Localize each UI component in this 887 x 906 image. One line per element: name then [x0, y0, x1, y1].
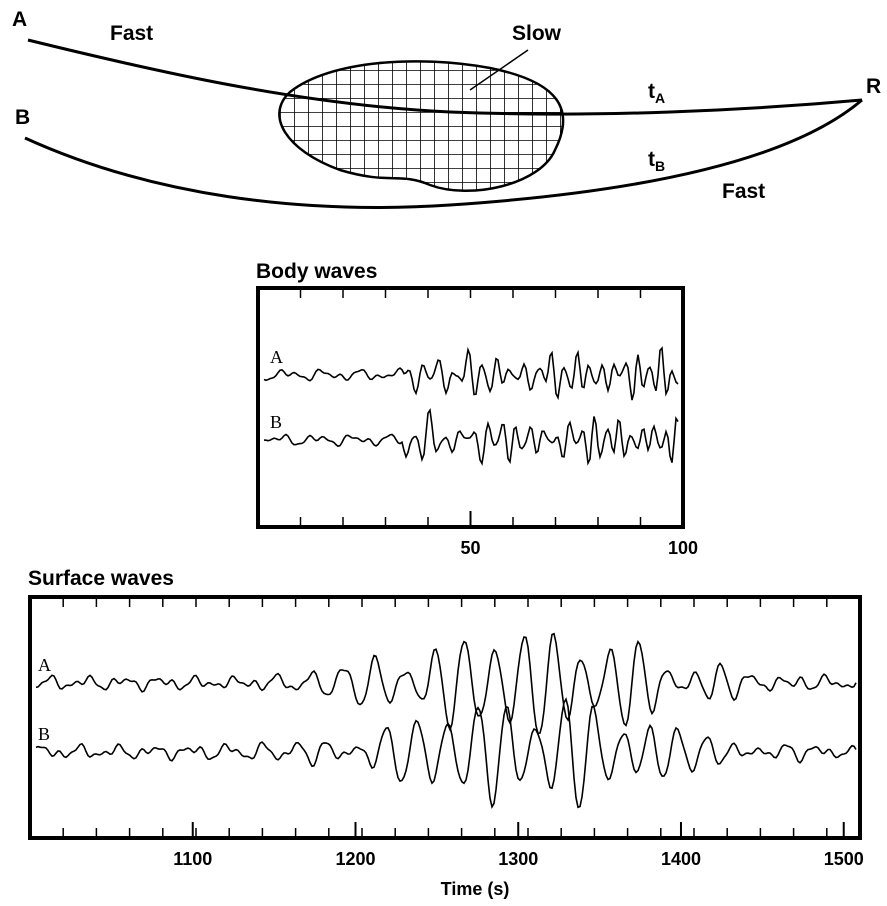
label-fast: Fast	[110, 22, 153, 45]
x-tick-label: 1500	[824, 849, 864, 869]
trace-label: A	[270, 347, 283, 367]
panel-title: Surface waves	[28, 567, 174, 590]
x-tick-label: 50	[460, 538, 480, 558]
x-tick-label: 1400	[661, 849, 701, 869]
trace-label: B	[270, 412, 282, 432]
ray-a	[27, 38, 863, 116]
frame	[256, 286, 685, 529]
frame	[28, 595, 862, 840]
waveform	[263, 346, 679, 401]
x-axis-label: Time (s)	[441, 879, 510, 899]
label-tb: tB	[648, 148, 665, 174]
waveform	[263, 407, 679, 466]
ray-b	[24, 98, 863, 209]
waveform	[35, 632, 857, 735]
sub: B	[655, 158, 665, 174]
label-r: R	[866, 75, 881, 98]
x-tick-label: 100	[668, 538, 698, 558]
trace-label: A	[38, 655, 51, 675]
t: t	[648, 148, 655, 171]
label-ta: tA	[648, 80, 665, 106]
label-a: A	[12, 8, 27, 31]
label-b: B	[15, 106, 30, 129]
sub: A	[655, 90, 665, 106]
t: t	[648, 80, 655, 103]
trace-label: B	[38, 724, 50, 744]
slow-anomaly	[278, 60, 565, 192]
x-tick-label: 1200	[335, 849, 375, 869]
waveform	[35, 697, 857, 809]
label-slow: Slow	[512, 22, 562, 45]
x-tick-label: 1300	[498, 849, 538, 869]
label-fast: Fast	[722, 180, 765, 203]
seismogram-panel: Surface waves 1100 1200 1300 1400 1500 Time (s…	[28, 567, 864, 899]
pointer	[469, 49, 529, 91]
seismogram-panel: Body waves 50 100 A B	[256, 260, 698, 558]
panel-title: Body waves	[256, 260, 377, 283]
x-tick-label: 1100	[173, 849, 212, 869]
ray-diagram: A Fast Slow R B tA tB Fast	[12, 8, 881, 209]
